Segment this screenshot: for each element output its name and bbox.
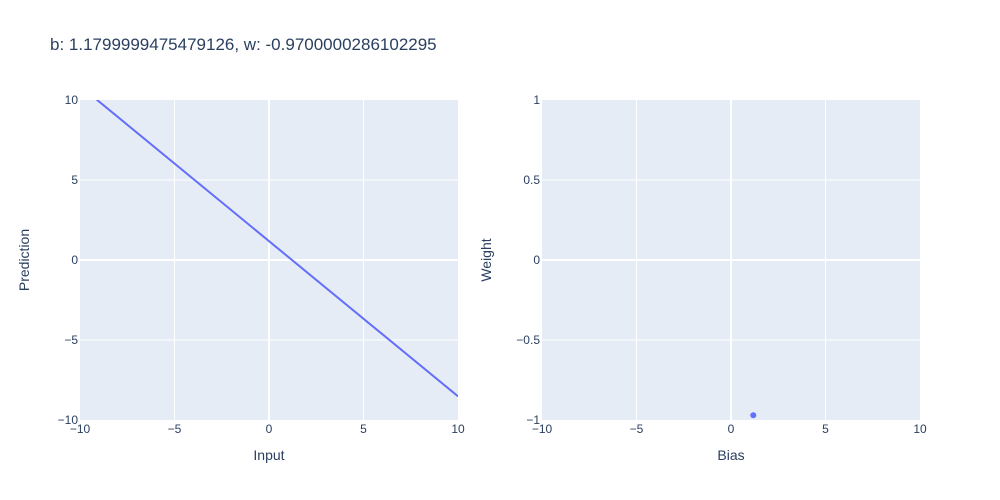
x-tick-label: 5	[822, 422, 829, 436]
x-axis-title: Bias	[717, 447, 744, 463]
prediction-line	[95, 100, 458, 398]
x-tick-label: −5	[630, 422, 644, 436]
x-tick-label: −5	[168, 422, 182, 436]
chart-title: b: 1.1799999475479126, w: -0.97000002861…	[50, 35, 437, 54]
y-tick-label: 0	[533, 253, 540, 267]
y-tick-label: 10	[65, 93, 79, 107]
x-tick-label: −10	[532, 422, 553, 436]
y-tick-label: −10	[58, 413, 79, 427]
x-tick-label: 10	[913, 422, 927, 436]
x-tick-label: 0	[728, 422, 735, 436]
y-tick-label: −5	[64, 333, 78, 347]
y-tick-label: 5	[71, 173, 78, 187]
y-tick-label: −0.5	[516, 333, 540, 347]
x-tick-label: 0	[266, 422, 273, 436]
subplot-weight-bias: −10 −5 0 5 10 −1 −0.5 0 0.5 1 Bias Weight	[478, 93, 927, 463]
y-tick-label: −1	[526, 413, 540, 427]
x-tick-label: 5	[360, 422, 367, 436]
x-tick-label: 10	[451, 422, 465, 436]
y-axis-title: Weight	[478, 238, 494, 281]
x-axis-title: Input	[253, 447, 284, 463]
y-tick-label: 0.5	[523, 173, 540, 187]
scatter-point	[750, 412, 757, 419]
x-tick-label: −10	[70, 422, 91, 436]
y-tick-label: 1	[533, 93, 540, 107]
y-tick-label: 0	[71, 253, 78, 267]
subplot-prediction: −10 −5 0 5 10 −10 −5 0 5 10 Input Prediction	[16, 93, 465, 463]
y-axis-title: Prediction	[16, 229, 32, 291]
